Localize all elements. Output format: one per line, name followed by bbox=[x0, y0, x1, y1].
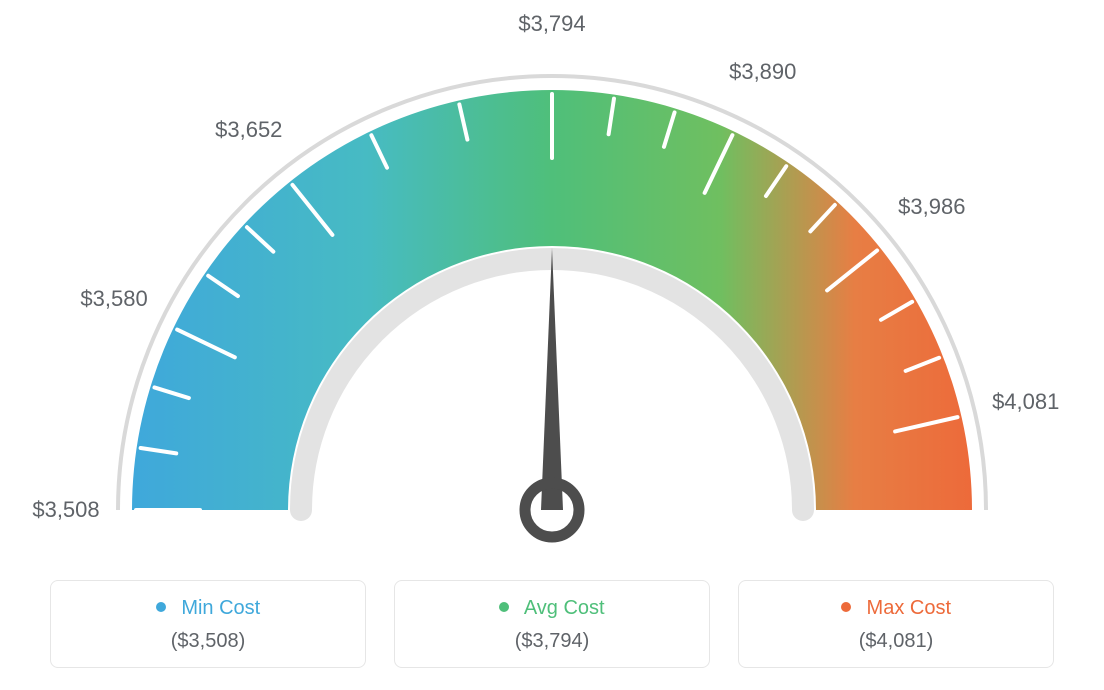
legend-card-min: Min Cost ($3,508) bbox=[50, 580, 366, 668]
legend-card-title: Avg Cost bbox=[405, 597, 699, 620]
legend-dot-icon bbox=[499, 602, 509, 612]
legend-card-title: Min Cost bbox=[61, 597, 355, 620]
legend-card-max: Max Cost ($4,081) bbox=[738, 580, 1054, 668]
legend-dot-icon bbox=[841, 602, 851, 612]
cost-gauge: $3,508 $3,580 $3,652 $3,794 $3,890 $3,986 $4,0… bbox=[0, 0, 1104, 560]
legend-card-title-text: Avg Cost bbox=[524, 597, 605, 619]
gauge-tick-label: $3,652 bbox=[215, 117, 282, 143]
gauge-tick-label: $3,794 bbox=[518, 11, 585, 37]
gauge-tick-label: $3,890 bbox=[729, 59, 796, 85]
legend-card-title-text: Max Cost bbox=[867, 597, 951, 619]
legend-card-value: ($3,794) bbox=[405, 630, 699, 653]
legend: Min Cost ($3,508) Avg Cost ($3,794) Max … bbox=[50, 580, 1054, 668]
gauge-tick-label: $3,580 bbox=[80, 286, 147, 312]
legend-card-value: ($4,081) bbox=[749, 630, 1043, 653]
gauge-tick-label: $4,081 bbox=[992, 389, 1059, 415]
legend-card-value: ($3,508) bbox=[61, 630, 355, 653]
gauge-svg bbox=[0, 0, 1104, 560]
legend-card-avg: Avg Cost ($3,794) bbox=[394, 580, 710, 668]
legend-dot-icon bbox=[156, 602, 166, 612]
gauge-tick-label: $3,986 bbox=[898, 194, 965, 220]
gauge-tick-label: $3,508 bbox=[32, 497, 99, 523]
legend-card-title-text: Min Cost bbox=[181, 597, 260, 619]
legend-card-title: Max Cost bbox=[749, 597, 1043, 620]
